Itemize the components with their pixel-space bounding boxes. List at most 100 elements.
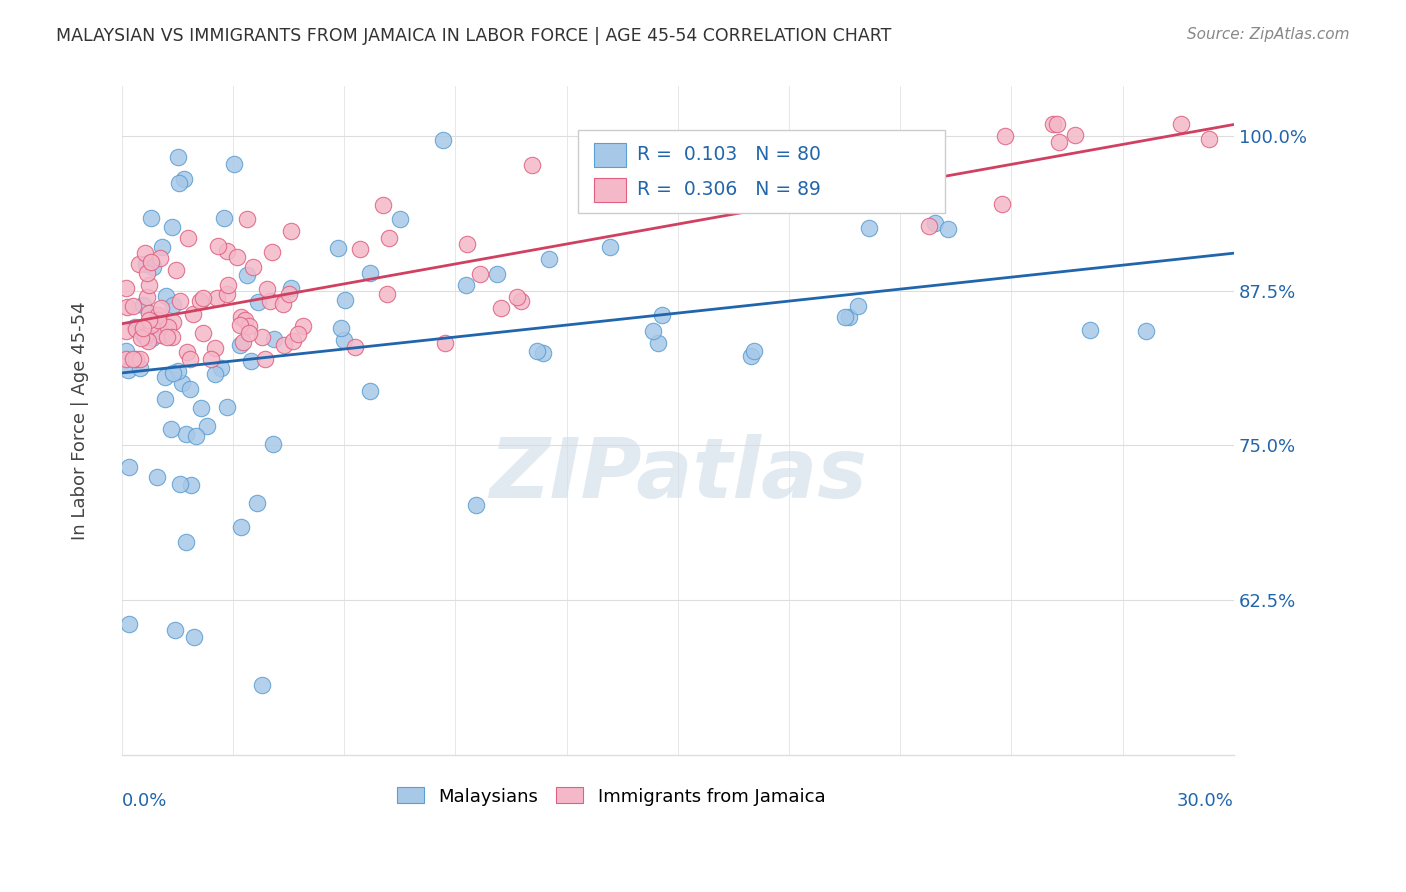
Point: [195, 419, 218, 434]
Point: [128, 257, 150, 271]
Legend: Malaysians, Immigrants from Jamaica: Malaysians, Immigrants from Jamaica: [389, 780, 832, 813]
Point: [153, 370, 176, 384]
Point: [278, 287, 301, 301]
Point: [526, 343, 548, 358]
Point: [150, 239, 173, 253]
Point: [162, 298, 184, 312]
Point: [183, 630, 205, 644]
Point: [239, 354, 262, 368]
Point: [233, 312, 256, 326]
Point: [846, 299, 869, 313]
Point: [209, 360, 232, 375]
Point: [485, 267, 508, 281]
Point: [242, 260, 264, 274]
Point: [236, 268, 259, 283]
Point: [647, 335, 669, 350]
Point: [858, 221, 880, 235]
Text: R =  0.306   N = 89: R = 0.306 N = 89: [637, 180, 821, 200]
Text: 0.0%: 0.0%: [122, 792, 167, 810]
Point: [125, 322, 148, 336]
Point: [456, 277, 478, 292]
Point: [173, 172, 195, 186]
Point: [134, 329, 156, 343]
Point: [155, 289, 177, 303]
Text: 30.0%: 30.0%: [1177, 792, 1234, 810]
Point: [136, 334, 159, 348]
Point: [190, 401, 212, 415]
Point: [148, 313, 170, 327]
Point: [141, 330, 163, 344]
Point: [176, 534, 198, 549]
Point: [131, 331, 153, 345]
Point: [142, 260, 165, 274]
Point: [231, 310, 253, 325]
Point: [149, 327, 172, 342]
Point: [132, 297, 155, 311]
FancyBboxPatch shape: [578, 130, 945, 213]
Point: [433, 335, 456, 350]
Point: [204, 367, 226, 381]
Point: [160, 220, 183, 235]
Point: [179, 382, 201, 396]
Point: [114, 344, 136, 359]
Point: [834, 310, 856, 324]
Point: [228, 338, 250, 352]
Point: [333, 334, 356, 348]
Point: [1063, 128, 1085, 143]
Point: [170, 376, 193, 390]
Point: [217, 287, 239, 301]
Point: [124, 351, 146, 366]
Point: [994, 129, 1017, 144]
Point: [114, 351, 136, 366]
Point: [280, 224, 302, 238]
Point: [326, 242, 349, 256]
Point: [287, 326, 309, 341]
Point: [217, 401, 239, 415]
Point: [229, 318, 252, 332]
Point: [236, 212, 259, 227]
Point: [146, 470, 169, 484]
Point: [246, 496, 269, 510]
Point: [135, 266, 157, 280]
Point: [136, 290, 159, 304]
Point: [256, 283, 278, 297]
Point: [222, 157, 245, 171]
Point: [238, 319, 260, 334]
Point: [205, 291, 228, 305]
Point: [166, 364, 188, 378]
Point: [153, 319, 176, 334]
Point: [651, 308, 673, 322]
Point: [375, 287, 398, 301]
Point: [174, 426, 197, 441]
Point: [200, 351, 222, 366]
Point: [1046, 117, 1069, 131]
Point: [740, 349, 762, 363]
Point: [432, 133, 454, 147]
Point: [214, 211, 236, 225]
Point: [238, 326, 260, 340]
Point: [924, 216, 946, 230]
Point: [226, 251, 249, 265]
Point: [138, 313, 160, 327]
Point: [217, 244, 239, 259]
Point: [936, 222, 959, 236]
Text: R =  0.103   N = 80: R = 0.103 N = 80: [637, 145, 821, 164]
Bar: [595, 178, 626, 202]
Point: [599, 240, 621, 254]
Point: [371, 198, 394, 212]
Point: [359, 384, 381, 398]
Point: [169, 293, 191, 308]
Point: [129, 360, 152, 375]
Point: [456, 237, 478, 252]
Point: [330, 321, 353, 335]
Point: [522, 158, 544, 172]
Point: [359, 266, 381, 280]
Point: [1170, 116, 1192, 130]
Point: [160, 422, 183, 436]
Point: [1047, 135, 1070, 149]
Point: [838, 310, 860, 324]
Point: [250, 330, 273, 344]
Point: [134, 329, 156, 343]
Point: [229, 520, 252, 534]
Point: [129, 351, 152, 366]
